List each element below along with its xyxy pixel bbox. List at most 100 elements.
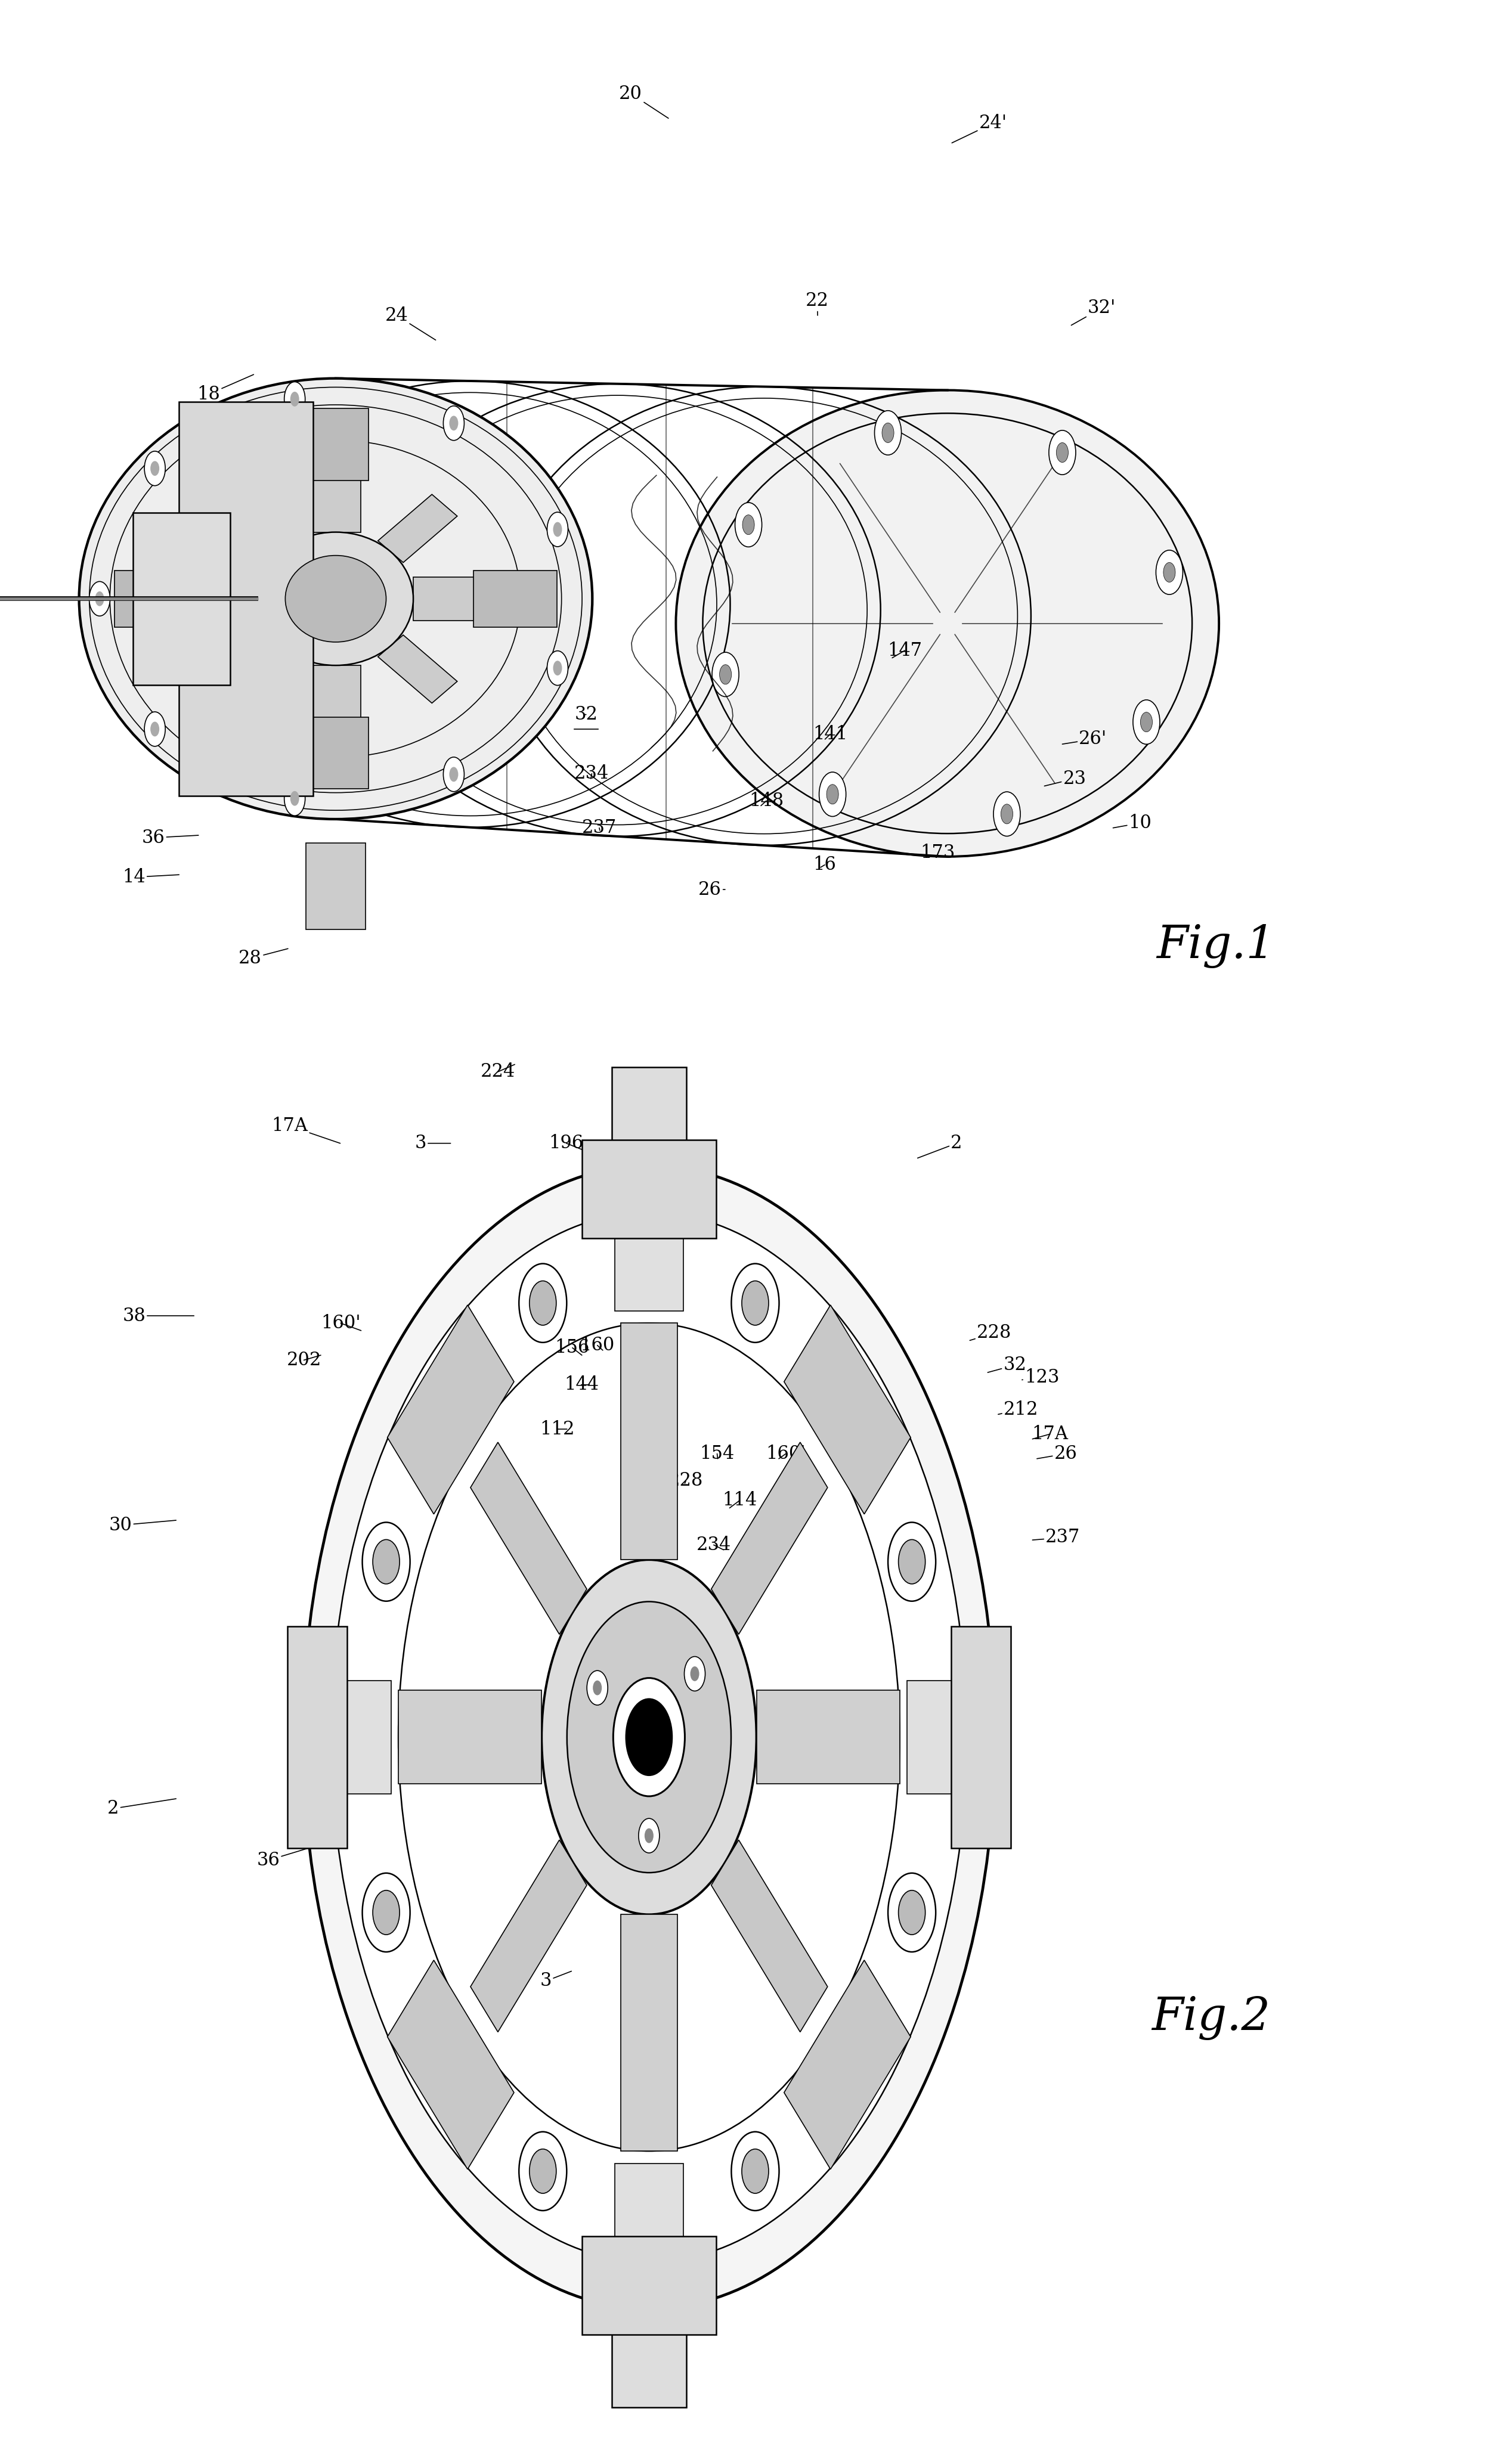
Circle shape [743,515,755,535]
Circle shape [898,1540,925,1584]
Text: 237: 237 [582,818,616,838]
Bar [612,1067,686,1141]
Circle shape [291,791,300,806]
Polygon shape [473,572,557,626]
Polygon shape [615,1232,683,1311]
Circle shape [519,2131,567,2210]
Polygon shape [388,1306,513,1513]
Polygon shape [377,636,457,702]
Text: 154: 154 [700,1444,734,1464]
Circle shape [731,2131,779,2210]
Text: 38: 38 [145,532,206,552]
Polygon shape [286,1626,346,1848]
Text: 32: 32 [574,705,598,724]
Text: 224: 224 [480,1062,515,1082]
Circle shape [443,407,464,441]
Text: 173: 173 [915,843,955,862]
Circle shape [1001,803,1013,823]
Polygon shape [712,1441,828,1634]
Circle shape [554,660,562,675]
Text: 34: 34 [947,1676,988,1695]
Circle shape [898,1890,925,1934]
Bar [622,2245,676,2333]
Circle shape [373,1890,400,1934]
Polygon shape [712,1841,828,2033]
Bar [612,2333,686,2407]
Circle shape [303,1165,995,2309]
Circle shape [827,784,839,803]
Text: 30: 30 [139,724,197,744]
Polygon shape [785,1961,910,2168]
Polygon shape [615,2163,683,2242]
Polygon shape [398,1690,542,1784]
Circle shape [586,1671,607,1705]
Text: 36: 36 [257,1848,309,1870]
Polygon shape [310,444,361,532]
Circle shape [685,1656,706,1690]
Circle shape [742,1281,768,1326]
Circle shape [1049,431,1076,476]
Circle shape [1140,712,1152,732]
Bar [306,843,366,929]
Text: 148: 148 [749,791,783,811]
Ellipse shape [258,532,413,665]
Circle shape [151,461,160,476]
Circle shape [731,1264,779,1343]
Text: 26: 26 [698,880,725,899]
Polygon shape [907,1680,955,1794]
Text: 234: 234 [697,1535,731,1555]
Text: 147: 147 [888,641,922,660]
Ellipse shape [79,379,592,818]
Polygon shape [621,1915,677,2151]
Polygon shape [470,1841,586,2033]
Text: 228: 228 [531,668,565,687]
Circle shape [712,653,739,697]
Text: 14: 14 [122,867,179,887]
Polygon shape [215,636,294,702]
Text: 228: 228 [668,1471,703,1491]
Circle shape [90,582,110,616]
Text: 24: 24 [653,1133,676,1153]
Circle shape [285,382,306,416]
Circle shape [95,591,104,606]
Polygon shape [785,1306,910,1513]
Circle shape [363,1523,410,1602]
Circle shape [874,411,901,456]
Circle shape [882,424,894,444]
Circle shape [331,1212,967,2262]
Circle shape [625,1698,673,1777]
Text: 237: 237 [1032,1528,1080,1547]
Circle shape [542,1560,756,1915]
Circle shape [742,2149,768,2193]
Polygon shape [157,577,258,621]
Text: 3: 3 [415,1133,451,1153]
Text: 156: 156 [555,1338,589,1358]
Circle shape [1156,549,1183,594]
Text: 17A: 17A [272,1116,340,1143]
Circle shape [548,513,568,547]
Polygon shape [621,1323,677,1560]
Circle shape [449,766,458,781]
Circle shape [449,416,458,431]
Circle shape [1056,444,1068,463]
Circle shape [443,756,464,791]
Text: 3: 3 [540,1971,571,1991]
Circle shape [373,1540,400,1584]
Circle shape [1164,562,1176,582]
Ellipse shape [676,389,1219,857]
Text: 12: 12 [549,631,573,650]
Text: 234: 234 [574,764,609,784]
Circle shape [736,503,762,547]
Text: 160': 160' [321,1313,361,1333]
Text: 2: 2 [107,1799,176,1818]
Text: 26': 26' [1062,729,1107,749]
Bar [622,1141,676,1230]
Text: 18: 18 [197,375,254,404]
Circle shape [1132,700,1159,744]
Text: 23: 23 [1044,769,1086,788]
Text: Fig.2: Fig.2 [1152,1996,1271,2040]
Polygon shape [303,409,369,480]
Polygon shape [582,2237,716,2336]
Polygon shape [952,1626,1012,1848]
Text: 32': 32' [1071,298,1116,325]
